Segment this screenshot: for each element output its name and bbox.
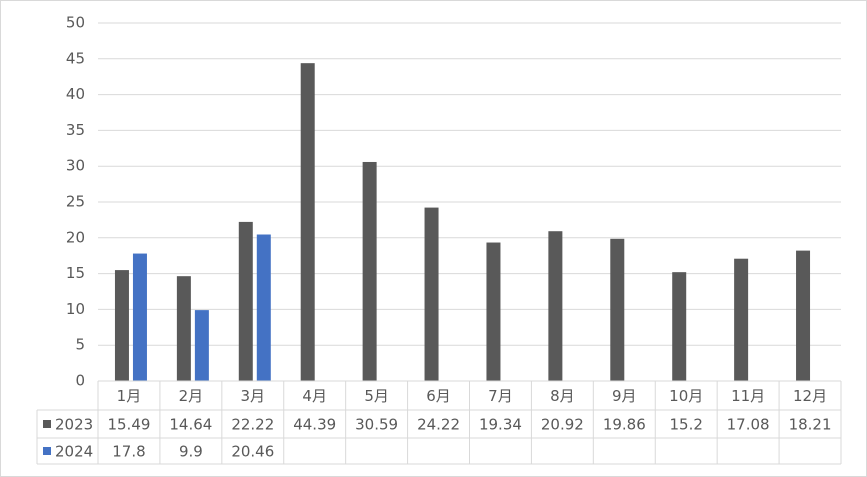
x-tick-label: 9月	[612, 387, 637, 405]
legend-key	[43, 447, 51, 455]
bar	[734, 258, 749, 381]
y-tick-label: 50	[66, 14, 85, 32]
y-tick-label: 0	[75, 372, 85, 390]
x-tick-label: 8月	[550, 387, 575, 405]
bar	[114, 270, 129, 381]
bar	[610, 238, 625, 381]
table-value: 19.86	[603, 416, 646, 434]
y-tick-label: 25	[66, 193, 85, 211]
bar	[424, 207, 439, 381]
bar	[256, 234, 271, 381]
x-tick-label: 10月	[669, 387, 703, 405]
x-tick-label: 11月	[731, 387, 765, 405]
table-value: 24.22	[417, 416, 460, 434]
y-tick-label: 20	[66, 228, 85, 246]
bar	[796, 250, 811, 381]
table-value: 14.64	[169, 416, 212, 434]
x-tick-label: 1月	[117, 387, 142, 405]
table-value: 17.08	[727, 416, 770, 434]
y-tick-label: 45	[66, 49, 85, 67]
x-tick-label: 4月	[302, 387, 327, 405]
table-value: 9.9	[179, 443, 203, 461]
bar	[300, 63, 315, 381]
table-value: 44.39	[293, 416, 336, 434]
bar	[548, 231, 563, 381]
y-tick-label: 30	[66, 157, 85, 175]
y-tick-label: 35	[66, 121, 85, 139]
table-value: 20.92	[541, 416, 584, 434]
legend-label: 2024	[55, 443, 93, 461]
table-value: 20.46	[231, 443, 274, 461]
x-tick-label: 12月	[793, 387, 827, 405]
bar	[672, 272, 687, 381]
x-tick-label: 2月	[179, 387, 204, 405]
x-tick-label: 7月	[488, 387, 513, 405]
y-tick-label: 15	[66, 264, 85, 282]
bar	[238, 221, 253, 381]
table-value: 22.22	[231, 416, 274, 434]
table-value: 15.49	[107, 416, 150, 434]
bar	[176, 276, 191, 381]
y-tick-label: 10	[66, 300, 85, 318]
table-value: 17.8	[112, 443, 145, 461]
x-tick-label: 6月	[426, 387, 451, 405]
bar	[362, 161, 377, 381]
x-tick-label: 5月	[364, 387, 389, 405]
table-value: 15.2	[670, 416, 703, 434]
bar	[132, 253, 147, 381]
table-value: 19.34	[479, 416, 522, 434]
legend-label: 2023	[55, 416, 93, 434]
y-tick-label: 40	[66, 85, 85, 103]
y-tick-label: 5	[75, 336, 85, 354]
table-value: 30.59	[355, 416, 398, 434]
legend-key	[43, 420, 51, 428]
x-tick-label: 3月	[241, 387, 266, 405]
bar	[486, 242, 501, 381]
table-value: 18.21	[789, 416, 832, 434]
bar	[194, 310, 209, 381]
